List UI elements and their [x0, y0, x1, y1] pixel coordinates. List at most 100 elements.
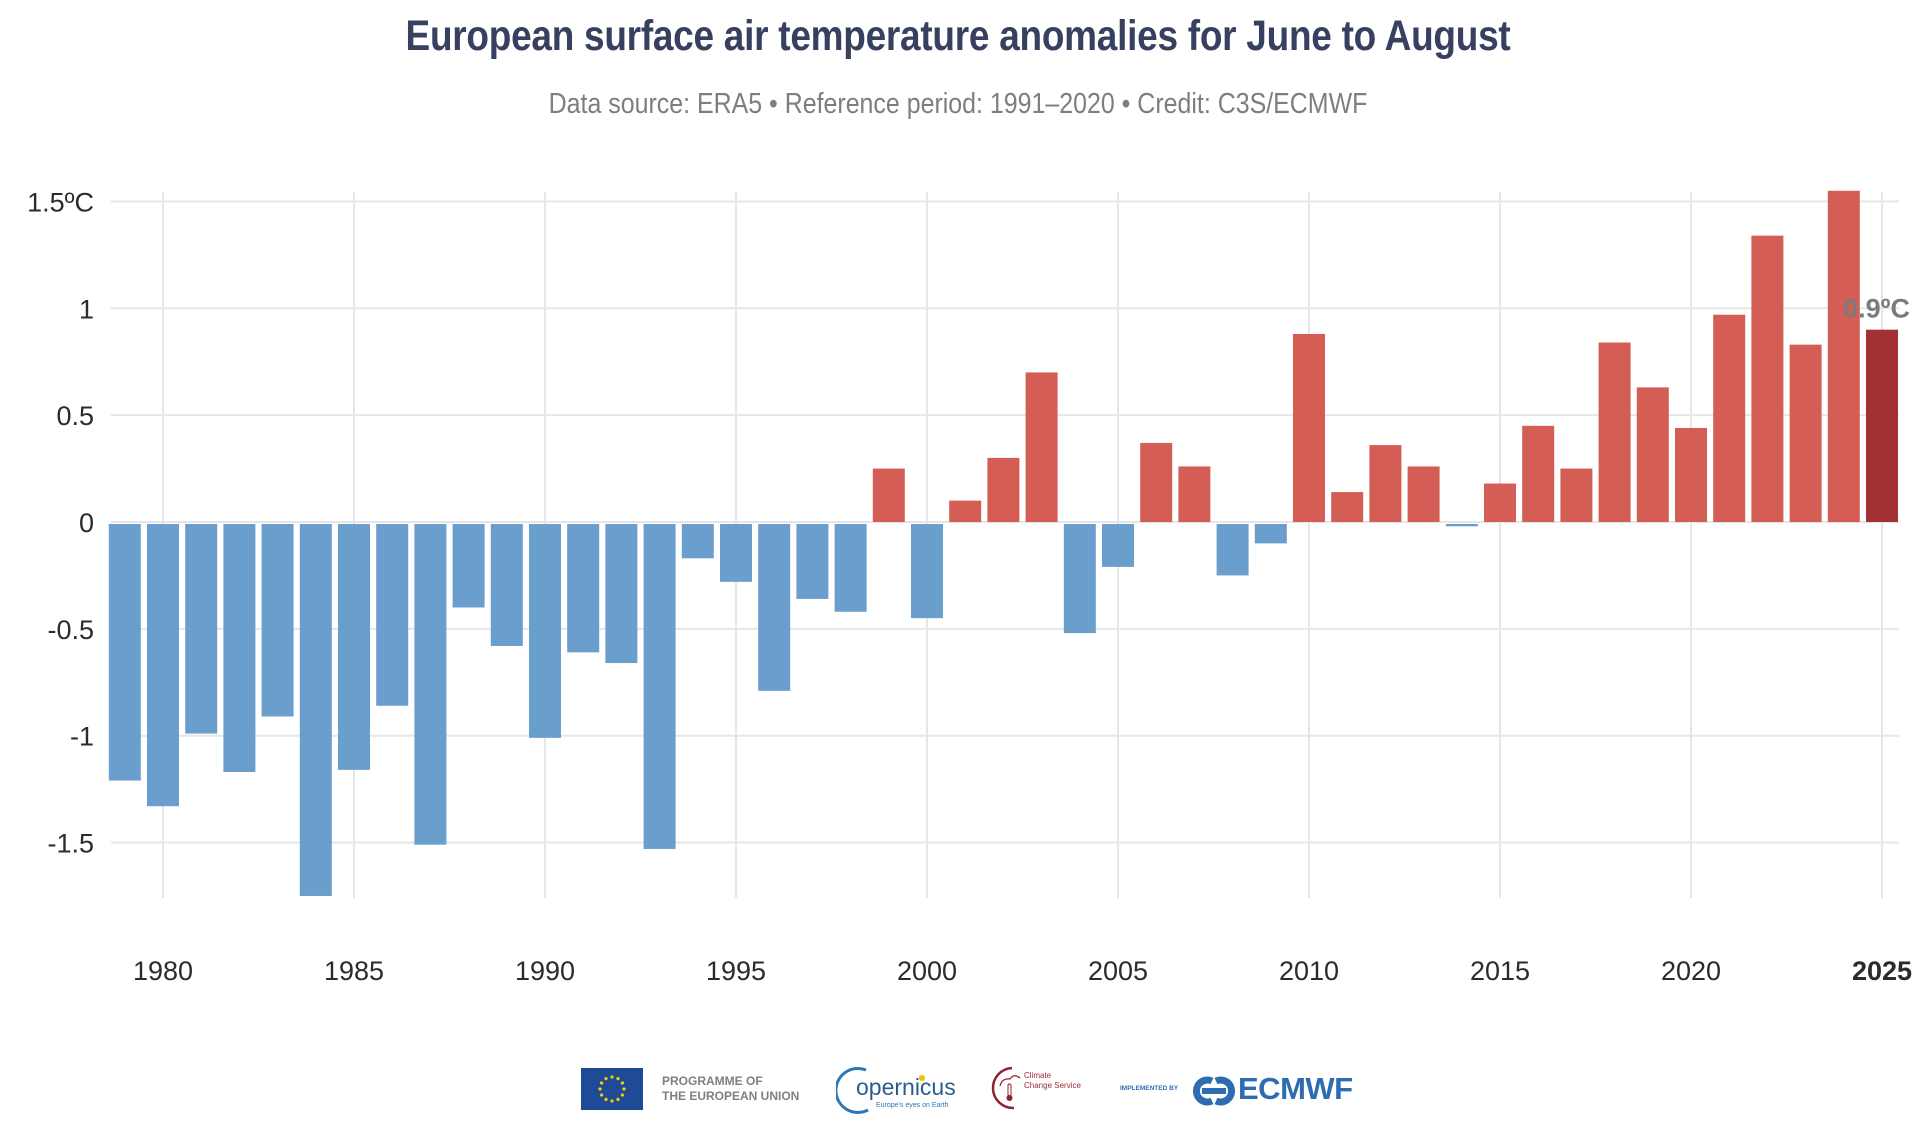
bar-1979: [108, 524, 141, 781]
bar-2001: [949, 500, 982, 522]
bar-2015: [1484, 483, 1516, 522]
bar-2023: [1789, 344, 1822, 522]
c3s-line-1: Climate: [1024, 1071, 1052, 1080]
value-annotation: 0.9ºC: [1843, 294, 1910, 324]
copernicus-logo: opernicus Europe's eyes on Earth: [834, 1064, 956, 1116]
copernicus-tagline: Europe's eyes on Earth: [876, 1102, 949, 1109]
bar-1998: [834, 524, 867, 612]
bar-2019: [1636, 387, 1669, 522]
x-tick-label: 1985: [324, 956, 384, 986]
bar-1985: [338, 524, 370, 770]
eu-star: [600, 1093, 604, 1097]
bar-1984: [299, 524, 332, 896]
eu-programme-text: PROGRAMME OF THE EUROPEAN UNION: [662, 1074, 799, 1104]
bar-1996: [758, 524, 791, 691]
bar-chart: 1.5ºC 1 0.5 0 -0.5 -1 -1.5 1980 1985 1990 1995 200…: [27, 187, 1912, 986]
y-axis-ticks: 1.5ºC 1 0.5 0 -0.5 -1 -1.5: [27, 187, 94, 858]
bar-2021: [1713, 314, 1746, 522]
bar-2002: [987, 457, 1020, 522]
eu-star: [622, 1087, 626, 1091]
c3s-text: Climate Change Service: [1024, 1071, 1081, 1091]
bar-2020: [1675, 427, 1707, 522]
x-tick-label: 1980: [133, 956, 193, 986]
eu-stars-icon: [598, 1075, 626, 1103]
bar-1999: [872, 468, 905, 522]
copernicus-arc-icon: [834, 1066, 925, 1114]
bar-2003: [1025, 372, 1058, 522]
bar-1994: [681, 524, 714, 559]
y-tick-label: -1.5: [47, 829, 94, 859]
y-tick-label: 1: [79, 294, 94, 324]
implemented-by-label: IMPLEMENTED BY: [1120, 1085, 1179, 1092]
bar-2016: [1522, 425, 1555, 522]
bar-1995: [720, 524, 752, 582]
c3s-line-2: Change Service: [1024, 1081, 1081, 1090]
eu-star: [620, 1093, 624, 1097]
bar-2000: [911, 524, 943, 619]
bar-1981: [185, 524, 218, 734]
bar-1987: [414, 524, 447, 845]
eu-line-1: PROGRAMME OF: [662, 1074, 763, 1088]
bar-1980: [147, 524, 179, 807]
bar-1991: [567, 524, 600, 653]
bar-2018: [1598, 342, 1631, 522]
bar-2024: [1827, 190, 1860, 522]
chart-title: European surface air temperature anomali…: [405, 12, 1511, 60]
x-tick-label: 1990: [515, 956, 575, 986]
bar-2009: [1254, 524, 1287, 544]
bar-2017: [1560, 468, 1593, 522]
eu-star: [616, 1077, 620, 1081]
annotations: 0.9ºC: [1843, 294, 1910, 324]
ecmwf-wordmark: ECMWF: [1238, 1071, 1353, 1106]
eu-star: [616, 1097, 620, 1101]
y-tick-label: -0.5: [47, 615, 94, 645]
x-tick-label: 2005: [1088, 956, 1148, 986]
bar-1982: [223, 524, 256, 773]
x-tick-label: 2015: [1470, 956, 1530, 986]
chart-subtitle: Data source: ERA5 • Reference period: 19…: [548, 88, 1368, 120]
bar-2022: [1751, 235, 1784, 522]
x-tick-label: 1995: [706, 956, 766, 986]
eu-star: [604, 1077, 608, 1081]
bar-2008: [1216, 524, 1249, 576]
x-axis-ticks: 1980 1985 1990 1995 2000 2005 2010 2015 2020 2025: [133, 956, 1912, 986]
bar-1997: [796, 524, 829, 599]
bar-2025: [1866, 329, 1898, 522]
bar-1990: [529, 524, 561, 738]
c3s-logo: Climate Change Service: [990, 1064, 1100, 1112]
bar-1986: [376, 524, 409, 706]
thermometer-cloud-icon: [991, 1066, 1021, 1110]
bar-2005: [1102, 524, 1134, 567]
eu-star: [620, 1081, 624, 1085]
eu-star: [598, 1087, 602, 1091]
y-tick-label: 0: [79, 508, 94, 538]
bar-1983: [261, 524, 294, 717]
bar-2012: [1369, 445, 1402, 522]
eu-flag-logo: [581, 1068, 643, 1110]
copernicus-wordmark: opernicus: [856, 1074, 956, 1100]
footer-logos: PROGRAMME OF THE EUROPEAN UNION opernicu…: [0, 1066, 1916, 1120]
eu-star: [610, 1099, 614, 1103]
bars: [108, 190, 1898, 896]
x-tick-label: 2010: [1279, 956, 1339, 986]
eu-star: [610, 1075, 614, 1079]
bar-2013: [1407, 466, 1440, 522]
x-tick-label: 2000: [897, 956, 957, 986]
bar-1993: [643, 524, 676, 849]
x-tick-label: 2025: [1852, 956, 1912, 986]
y-tick-label: 1.5ºC: [27, 187, 94, 217]
bar-2014: [1445, 524, 1478, 527]
x-tick-label: 2020: [1661, 956, 1721, 986]
y-tick-label: 0.5: [56, 401, 94, 431]
y-tick-label: -1: [70, 722, 94, 752]
ecmwf-symbol-icon: [1192, 1076, 1236, 1106]
bar-2004: [1063, 524, 1096, 634]
ecmwf-logo: ECMWF: [1190, 1071, 1370, 1111]
eu-star: [604, 1097, 608, 1101]
bar-2007: [1178, 466, 1211, 522]
bar-2006: [1140, 442, 1173, 522]
bar-1989: [490, 524, 523, 646]
eu-star: [600, 1081, 604, 1085]
bar-2011: [1331, 492, 1364, 522]
bar-2010: [1293, 333, 1325, 522]
